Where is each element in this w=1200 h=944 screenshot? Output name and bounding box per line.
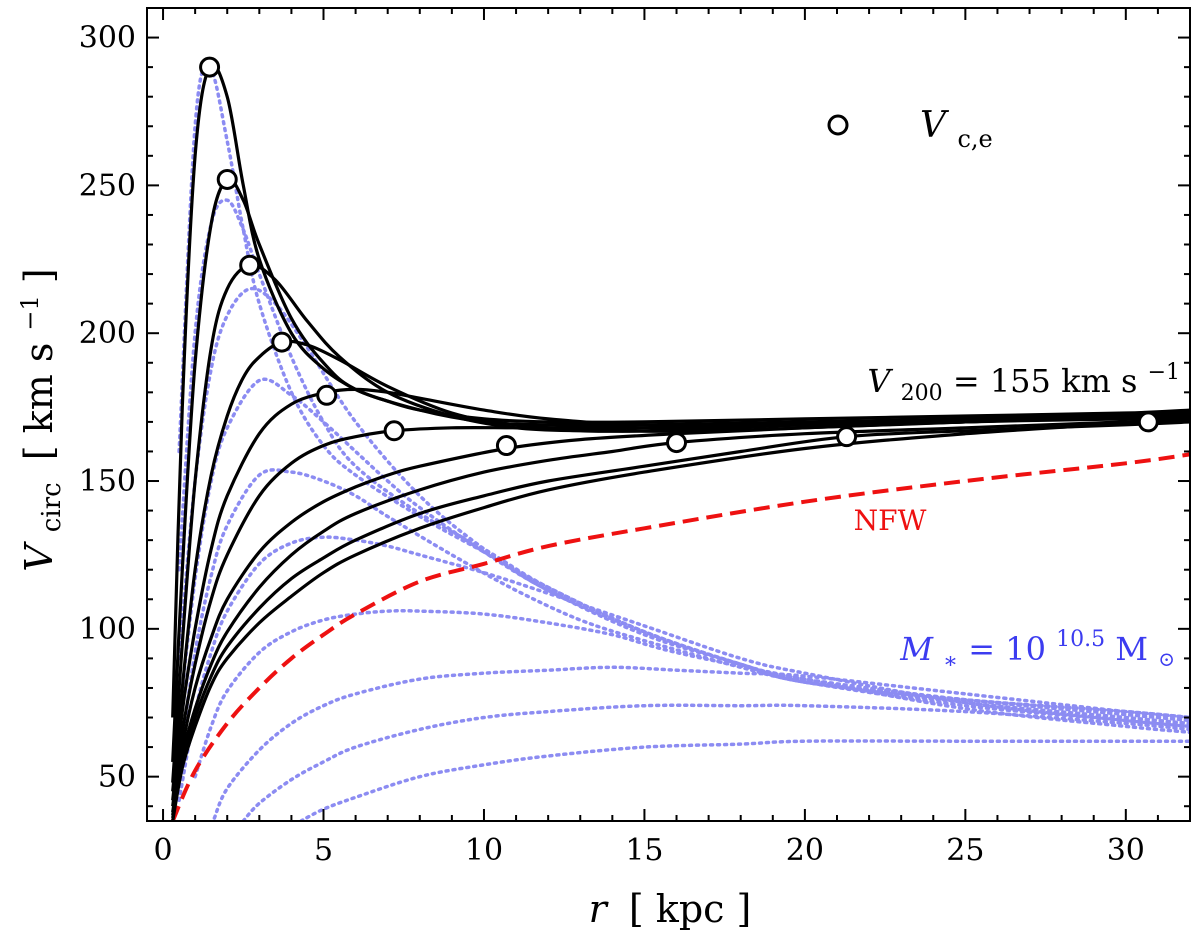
total-curve-7 bbox=[171, 414, 1190, 813]
markers bbox=[199, 56, 1159, 457]
v200-sup: −1 bbox=[1148, 360, 1180, 385]
marker-3 bbox=[239, 254, 261, 276]
plot-frame bbox=[146, 7, 1191, 822]
mstar-symbol: M bbox=[899, 630, 934, 668]
axis-ticks bbox=[147, 7, 1191, 821]
y-axis-unit: [ km s bbox=[17, 343, 61, 461]
y-tick-label: 250 bbox=[79, 168, 136, 203]
y-tick-label: 100 bbox=[79, 612, 136, 647]
legend-marker bbox=[827, 114, 849, 136]
x-tick-label: 20 bbox=[786, 833, 824, 868]
v200-rest: = 155 km s bbox=[953, 362, 1138, 400]
stellar-curve-6 bbox=[177, 535, 1190, 803]
v200-symbol: V bbox=[867, 362, 893, 400]
marker-8 bbox=[666, 432, 688, 454]
v200-sub: 200 bbox=[901, 381, 943, 406]
y-tick-label: 50 bbox=[98, 760, 136, 795]
total-curve-9 bbox=[171, 420, 1190, 819]
legend-symbol: V bbox=[920, 105, 950, 146]
y-tick-label: 150 bbox=[79, 464, 136, 499]
stellar-curve-9 bbox=[241, 703, 1190, 821]
x-tick-label: 0 bbox=[153, 833, 172, 868]
y-axis-unit-close: ] bbox=[17, 268, 61, 283]
total-curves bbox=[171, 63, 1190, 821]
mstar-eq: = 10 bbox=[968, 630, 1046, 668]
mstar-sup: 10.5 bbox=[1056, 627, 1105, 652]
x-tick-label: 10 bbox=[465, 833, 503, 868]
marker-10 bbox=[1137, 411, 1159, 433]
y-axis-sub: circ bbox=[37, 482, 67, 532]
x-tick-label: 5 bbox=[314, 833, 333, 868]
x-tick-label: 15 bbox=[625, 833, 663, 868]
mstar-annotation: M ∗ = 10 10.5 M ⊙ bbox=[899, 616, 1175, 676]
total-curve-2 bbox=[171, 177, 1190, 762]
y-axis-label: V circ [ km s −1 ] bbox=[3, 268, 69, 571]
y-axis-unit-sup: −1 bbox=[16, 295, 44, 330]
marker-4 bbox=[271, 331, 293, 353]
v200-annotation: V 200 = 155 km s −1 bbox=[867, 360, 1180, 408]
nfw-curve-group bbox=[170, 452, 1190, 821]
nfw-curve bbox=[170, 452, 1190, 821]
stellar-curve-8 bbox=[212, 665, 1190, 820]
nfw-annotation: NFW bbox=[854, 504, 927, 537]
total-curve-8 bbox=[171, 417, 1190, 816]
x-axis-label: r [ kpc ] bbox=[589, 887, 752, 931]
x-axis-symbol: r bbox=[589, 887, 610, 931]
y-axis-symbol: V bbox=[17, 541, 61, 572]
marker-6 bbox=[383, 420, 405, 442]
marker-9 bbox=[836, 426, 858, 448]
marker-7 bbox=[495, 435, 517, 457]
y-tick-label: 300 bbox=[79, 21, 136, 56]
stellar-curve-7 bbox=[193, 608, 1190, 779]
mstar-sun: ⊙ bbox=[1158, 647, 1175, 671]
marker-1 bbox=[199, 56, 221, 78]
marker-2 bbox=[216, 168, 238, 190]
total-curve-10 bbox=[171, 417, 1190, 821]
x-tick-label: 25 bbox=[946, 833, 984, 868]
mstar-unit: M bbox=[1115, 630, 1148, 668]
legend-sub: c,e bbox=[957, 125, 992, 153]
axis-tick-labels: 0 5 10 15 20 25 30 50 100 150 200 250 300 bbox=[79, 21, 1145, 868]
legend-label: V c,e bbox=[920, 105, 993, 153]
x-axis-unit: [ kpc ] bbox=[629, 887, 751, 931]
x-tick-label: 30 bbox=[1107, 833, 1145, 868]
marker-5 bbox=[316, 384, 338, 406]
y-tick-label: 200 bbox=[79, 316, 136, 351]
mstar-sub: ∗ bbox=[943, 649, 958, 674]
stellar-curve-10 bbox=[299, 739, 1190, 821]
